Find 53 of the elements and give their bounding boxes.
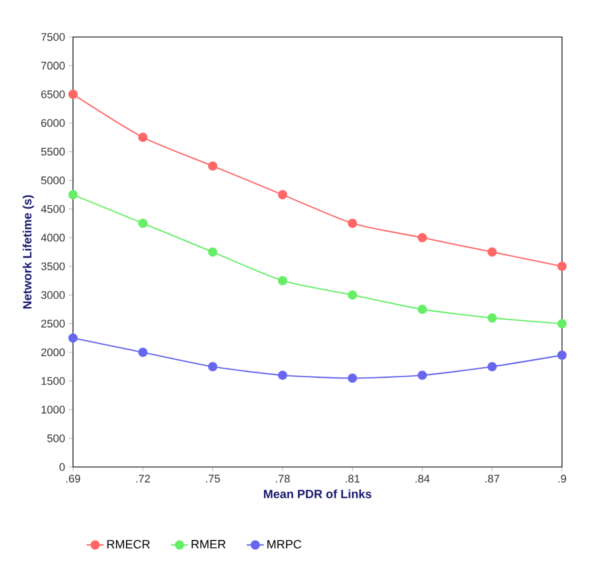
point — [557, 319, 567, 328]
x-tick-label: .9 — [558, 474, 566, 483]
point — [278, 190, 288, 200]
point — [557, 350, 567, 360]
point — [68, 333, 78, 343]
point — [557, 262, 567, 271]
point — [208, 161, 218, 171]
point — [278, 370, 288, 380]
y-tick-label: 0 — [60, 463, 65, 471]
y-axis-title: Network Lifetime (s) — [22, 195, 34, 309]
x-tick-label: .81 — [346, 474, 360, 483]
x-tick-label: .84 — [416, 474, 430, 483]
point — [68, 190, 78, 200]
legend-label: RMECR — [107, 540, 150, 548]
y-tick-label: 3500 — [41, 262, 65, 270]
x-tick-label: .78 — [276, 474, 290, 483]
point — [418, 304, 427, 314]
x-axis-title: Mean PDR of Links — [264, 489, 372, 498]
point — [348, 373, 358, 383]
point — [138, 348, 148, 357]
point — [138, 218, 148, 228]
point — [208, 362, 218, 372]
legend-label: MRPC — [267, 540, 302, 548]
x-tick-label: .72 — [136, 474, 150, 482]
y-tick-label: 500 — [47, 434, 65, 442]
y-tick-label: 5500 — [41, 148, 65, 156]
y-tick-label: 2500 — [41, 320, 65, 328]
point — [348, 290, 358, 300]
point — [487, 247, 497, 257]
y-tick-label: 6000 — [41, 119, 65, 127]
y-tick-label: 7000 — [41, 62, 65, 70]
legend-label: RMER — [192, 540, 226, 548]
x-tick-label: .75 — [206, 474, 220, 482]
y-tick-label: 3000 — [41, 291, 65, 299]
y-tick-label: 4500 — [40, 205, 65, 213]
y-tick-label: 2000 — [41, 348, 65, 356]
y-tick-label: 7500 — [41, 33, 65, 41]
point — [487, 313, 497, 323]
y-tick-label: 1000 — [42, 406, 65, 414]
point — [418, 370, 427, 380]
point — [348, 218, 358, 228]
point — [278, 276, 288, 286]
x-tick-label: .87 — [486, 474, 500, 483]
y-tick-label: 1500 — [42, 377, 65, 385]
y-tick-label: 5000 — [41, 176, 65, 184]
point — [68, 90, 78, 99]
y-tick-label: 4000 — [40, 234, 65, 242]
point — [208, 247, 218, 257]
point — [138, 132, 148, 142]
x-tick-label: .69 — [66, 474, 80, 483]
point — [418, 233, 427, 242]
y-tick-label: 6500 — [41, 90, 65, 98]
point — [487, 362, 497, 372]
